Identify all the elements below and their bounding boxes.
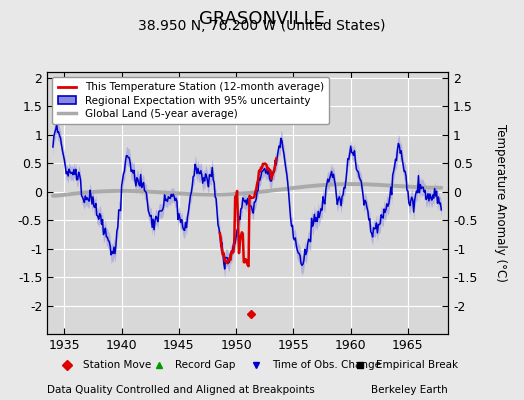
Text: Empirical Break: Empirical Break — [376, 360, 458, 370]
Text: Time of Obs. Change: Time of Obs. Change — [271, 360, 380, 370]
Y-axis label: Temperature Anomaly (°C): Temperature Anomaly (°C) — [494, 124, 507, 282]
Text: Berkeley Earth: Berkeley Earth — [372, 385, 448, 395]
Text: GRASONVILLE: GRASONVILLE — [199, 10, 325, 28]
Legend: This Temperature Station (12-month average), Regional Expectation with 95% uncer: This Temperature Station (12-month avera… — [52, 77, 329, 124]
Text: Station Move: Station Move — [83, 360, 151, 370]
Text: Record Gap: Record Gap — [176, 360, 236, 370]
Text: Data Quality Controlled and Aligned at Breakpoints: Data Quality Controlled and Aligned at B… — [47, 385, 315, 395]
Text: 38.950 N, 76.200 W (United States): 38.950 N, 76.200 W (United States) — [138, 19, 386, 33]
